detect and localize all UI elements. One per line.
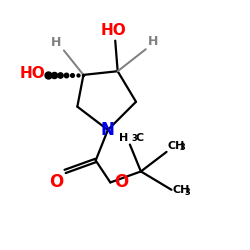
- Text: HO: HO: [19, 66, 45, 81]
- Text: H: H: [120, 132, 129, 142]
- Text: N: N: [101, 121, 115, 139]
- Text: C: C: [135, 132, 143, 142]
- Text: HO: HO: [101, 23, 127, 38]
- Text: CH: CH: [168, 141, 185, 151]
- Text: O: O: [114, 173, 128, 191]
- Text: H: H: [51, 36, 62, 49]
- Text: O: O: [49, 174, 63, 192]
- Text: H: H: [148, 35, 158, 48]
- Text: 3: 3: [184, 188, 190, 197]
- Text: 3: 3: [179, 144, 185, 152]
- Text: CH: CH: [173, 185, 190, 195]
- Text: 3: 3: [132, 134, 137, 142]
